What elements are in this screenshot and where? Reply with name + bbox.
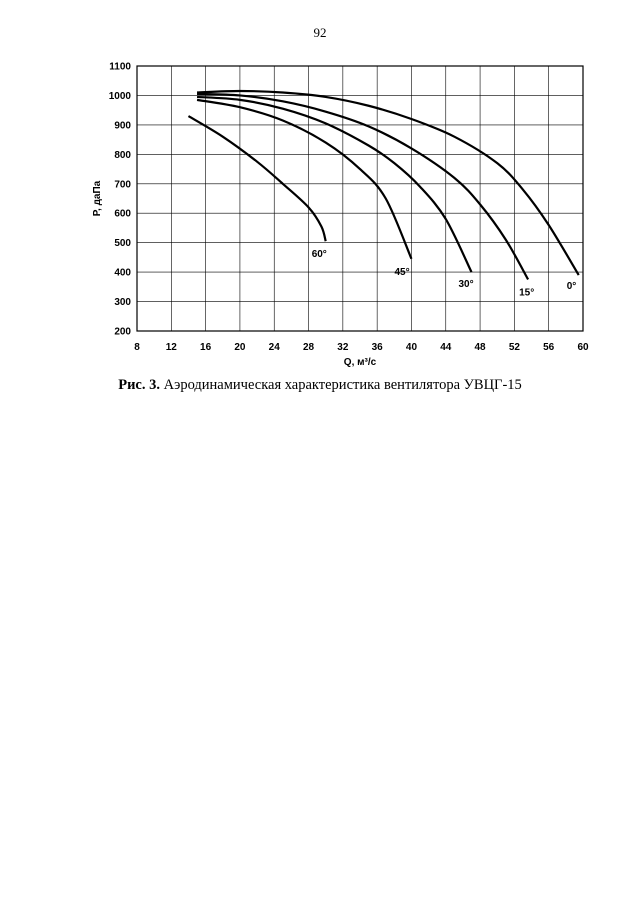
y-tick-label: 900 [114,120,131,131]
x-tick-label: 56 [543,342,555,353]
curve-30-deg [196,95,473,273]
y-tick-label: 300 [114,297,131,308]
curve-label: 15° [519,287,534,298]
y-tick-label: 700 [114,179,131,190]
curve-0-deg [197,89,580,276]
curve-label: 45° [394,267,409,278]
curve-15-deg [197,92,530,281]
curve-labels: 0° 15° 30° 45° 60° [312,249,577,298]
caption-text: Аэродинамическая характеристика вентилят… [160,377,522,393]
y-tick-label: 1000 [109,91,132,102]
y-tick-label: 500 [114,238,131,249]
chart-curves [187,89,580,281]
x-tick-label: 36 [372,342,384,353]
x-tick-label: 12 [166,342,178,353]
page-number: 92 [313,25,327,40]
x-tick-label: 20 [234,342,246,353]
fan-characteristic-chart: 8 12 16 20 24 28 32 36 40 44 48 52 56 60 200 300 400 500… [92,62,589,369]
y-tick-label: 1100 [109,62,131,73]
x-tick-label: 60 [577,342,589,353]
y-tick-labels: 200 300 400 500 600 700 800 900 1000 1100 [109,62,132,338]
x-tick-labels: 8 12 16 20 24 28 32 36 40 44 48 52 56 60 [134,342,589,353]
y-tick-label: 800 [114,150,131,161]
x-tick-label: 24 [269,342,281,353]
y-tick-label: 600 [114,209,131,220]
x-tick-label: 40 [406,342,418,353]
caption-prefix: Рис. 3. [118,377,160,393]
curve-45-deg [196,98,413,260]
curve-label: 30° [459,279,474,290]
curve-60-deg [187,115,327,242]
x-tick-label: 16 [200,342,212,353]
x-tick-label: 52 [509,342,521,353]
y-axis-label: Р, даПа [92,180,103,216]
figure-caption: Рис. 3. Аэродинамическая характеристика … [0,377,640,394]
curve-label: 60° [312,249,327,260]
x-axis-label: Q, м³/с [344,357,377,368]
plot-frame [136,65,584,332]
x-tick-label: 48 [475,342,487,353]
y-tick-label: 400 [114,268,131,279]
x-tick-label: 8 [134,342,140,353]
curve-label: 0° [567,281,577,292]
x-tick-label: 32 [337,342,349,353]
chart-grid [136,65,584,332]
x-tick-label: 44 [440,342,452,353]
x-tick-label: 28 [303,342,315,353]
y-tick-label: 200 [114,327,131,338]
